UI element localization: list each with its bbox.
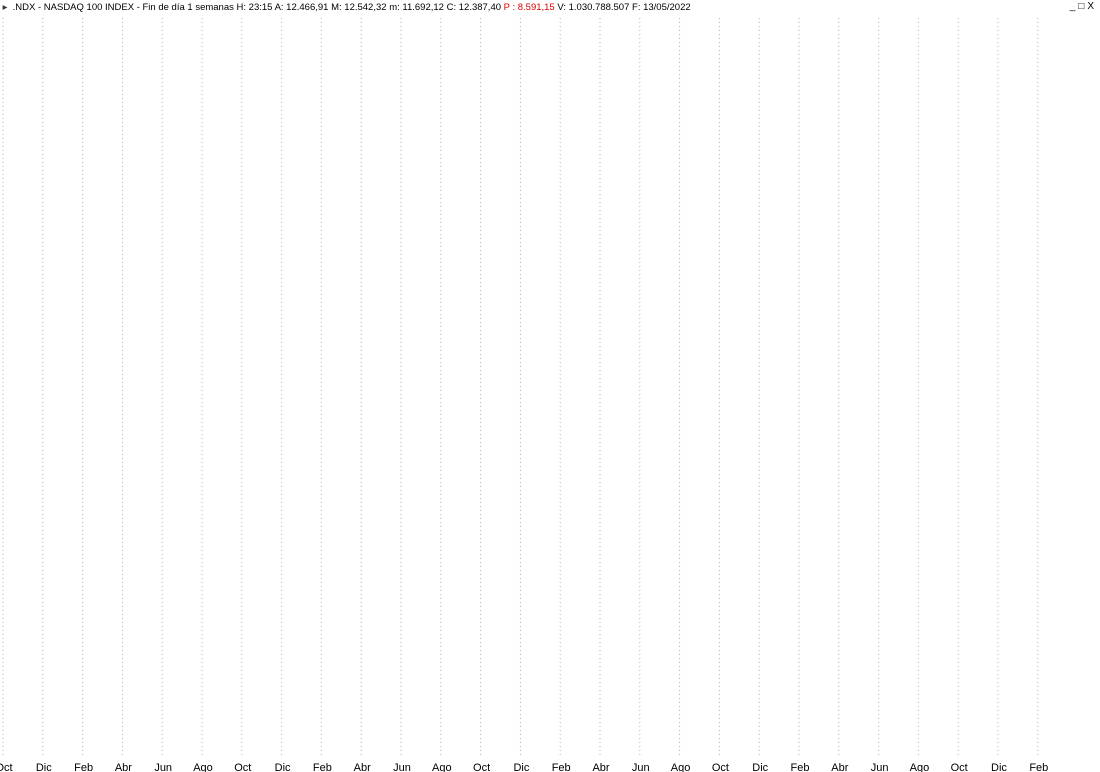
title-prefix: .NDX - NASDAQ 100 INDEX - Fin de día 1 s… [12,2,234,13]
x-tick-label: Abr [115,762,132,772]
x-tick-label: Dic [991,762,1007,772]
x-tick-label: Feb [74,762,93,772]
x-tick-label: Feb [552,762,571,772]
x-tick-label: Ago [671,762,691,772]
x-tick-label: Abr [592,762,609,772]
price-chart[interactable]: 16813.8814615.3412985.5111792.8410600.83… [0,16,1100,772]
x-tick-label: Oct [473,762,490,772]
close-button[interactable]: X [1087,1,1095,12]
x-tick-label: Abr [831,762,848,772]
grid-layer [2,18,1039,756]
title-p: P : 8.591,15 [503,2,555,13]
x-tick-label: Ago [193,762,213,772]
title-low: m: 11.692,12 [389,2,444,13]
window-controls: _ □ X [1069,0,1096,14]
x-tick-label: Jun [393,762,411,772]
maximize-button[interactable]: □ [1078,1,1086,12]
x-tick-label: Ago [432,762,452,772]
title-date: F: 13/05/2022 [632,2,691,13]
title-volume: V: 1.030.788.507 [557,2,630,13]
x-axis: Oct Dic Feb Abr Jun Ago Oct Dic Feb Abr Jun Ago Oct D… [0,762,1048,772]
x-tick-label: Oct [951,762,968,772]
x-tick-label: Jun [871,762,889,772]
scroll-arrow-icon[interactable]: ▸ [2,2,8,13]
x-tick-label: Abr [354,762,371,772]
chart-title-bar: ▸ .NDX - NASDAQ 100 INDEX - Fin de día 1… [0,0,1100,16]
x-tick-label: Dic [513,762,529,772]
x-tick-label: Oct [234,762,251,772]
x-tick-label: Feb [1029,762,1048,772]
x-tick-label: Ago [910,762,930,772]
x-tick-label: Dic [752,762,768,772]
minimize-button[interactable]: _ [1069,1,1077,12]
x-tick-label: Oct [712,762,729,772]
x-tick-label: Jun [154,762,172,772]
x-tick-label: Jun [632,762,650,772]
x-tick-label: Dic [275,762,291,772]
x-tick-label: Feb [791,762,810,772]
title-close: C: 12.387,40 [446,2,502,13]
title-open: A: 12.466,91 [274,2,329,13]
x-tick-label: Feb [313,762,332,772]
x-tick-label: Oct [0,762,13,772]
title-high: M: 12.542,32 [331,2,387,13]
title-h: H: 23:15 [236,2,273,13]
x-tick-label: Dic [36,762,52,772]
